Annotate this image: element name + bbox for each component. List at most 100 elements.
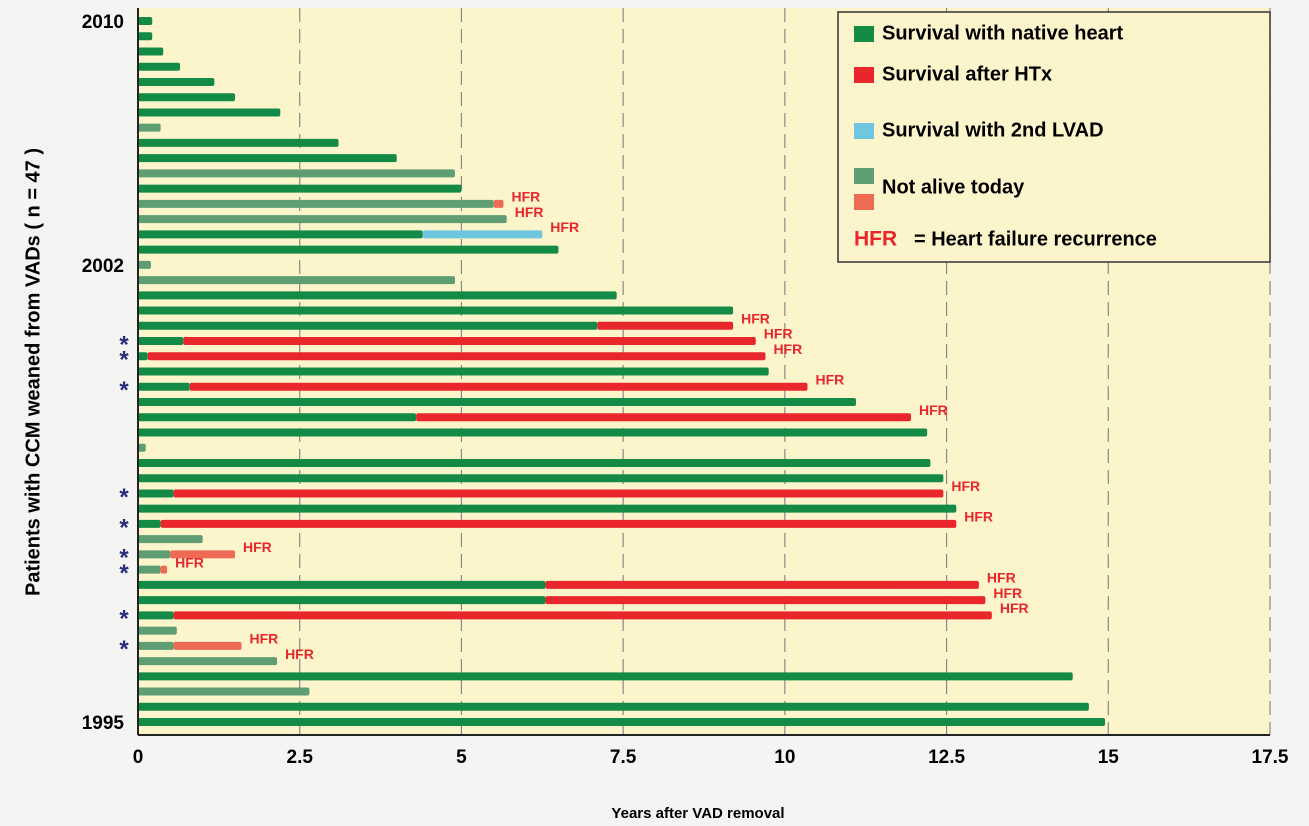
- bar-segment: [138, 519, 161, 528]
- bar-segment: [160, 565, 168, 574]
- bar-segment: [138, 321, 598, 330]
- bar-segment: [138, 215, 507, 224]
- bar-segment: [138, 458, 931, 467]
- bar-segment: [138, 398, 857, 406]
- legend-label: Survival after HTx: [882, 63, 1052, 85]
- legend-swatch: [854, 26, 874, 42]
- x-axis-label: Years after VAD removal: [611, 805, 784, 822]
- bar-segment: [160, 519, 957, 528]
- legend-label: Not alive today: [882, 176, 1025, 198]
- hfr-label: HFR: [764, 326, 793, 342]
- bar-segment: [597, 321, 734, 330]
- legend-label: Survival with 2nd LVAD: [882, 119, 1104, 141]
- bar-segment: [138, 535, 203, 544]
- bar-segment: [138, 93, 236, 102]
- bar-segment: [422, 230, 543, 239]
- hfr-label: HFR: [511, 189, 540, 205]
- x-tick-label: 17.5: [1252, 747, 1289, 768]
- bar-segment: [138, 17, 153, 25]
- bar-segment: [138, 230, 423, 239]
- y-tick-label: 2010: [82, 12, 124, 33]
- bar-segment: [138, 428, 928, 437]
- hfr-label: HFR: [773, 341, 802, 357]
- bar-segment: [173, 489, 944, 498]
- bar-segment: [138, 580, 546, 589]
- bar-segment: [138, 337, 184, 346]
- bar-segment: [138, 443, 146, 452]
- bar-segment: [138, 169, 455, 178]
- bar-segment: [138, 367, 769, 376]
- hfr-label: HFR: [249, 631, 278, 647]
- bar-segment: [493, 199, 504, 208]
- legend-note-text: = Heart failure recurrence: [914, 228, 1157, 250]
- bar-segment: [138, 184, 462, 193]
- bar-segment: [173, 611, 992, 620]
- bar-segment: [138, 47, 164, 56]
- bar-segment: [138, 672, 1073, 681]
- plot: 0 2.5 5 7.5 10 12.5 15 17.52010HFRHFRHFR2002HFR…: [82, 8, 1289, 768]
- y-axis-label: Patients with CCM weaned from VADs ( n =…: [22, 148, 44, 596]
- bar-segment: [138, 550, 171, 559]
- bar-segment: [138, 32, 153, 41]
- bar-segment: [138, 108, 281, 117]
- x-tick-label: 12.5: [928, 747, 965, 768]
- hfr-label: HFR: [285, 646, 314, 662]
- bar-segment: [138, 718, 1106, 727]
- hfr-label: HFR: [919, 402, 948, 418]
- legend-items: Survival with native heart Survival after…: [854, 22, 1157, 251]
- hfr-label: HFR: [243, 539, 272, 555]
- marker: *: [119, 484, 129, 511]
- bar-segment: [138, 596, 546, 605]
- marker: *: [119, 636, 129, 663]
- bar-segment: [183, 337, 756, 346]
- hfr-label: HFR: [987, 570, 1016, 586]
- bar-segment: [138, 306, 734, 315]
- bar-segment: [138, 687, 310, 696]
- bar-segment: [138, 138, 339, 147]
- bar-segment: [138, 504, 957, 513]
- x-tick-label: 10: [774, 747, 795, 768]
- marker: *: [119, 331, 129, 358]
- x-tick-label: 7.5: [610, 747, 637, 768]
- bar-segment: [138, 489, 174, 498]
- hfr-label: HFR: [951, 478, 980, 494]
- marker: *: [119, 606, 129, 633]
- bar-segment: [138, 474, 944, 483]
- hfr-label: HFR: [515, 204, 544, 220]
- hfr-label: HFR: [993, 585, 1022, 601]
- bar-segment: [189, 382, 808, 391]
- hfr-label: HFR: [741, 311, 770, 327]
- bar-segment: [138, 123, 161, 132]
- bar-segment: [138, 77, 215, 86]
- bar-segment: [138, 611, 174, 620]
- bar-segment: [138, 413, 417, 422]
- x-tick-label: 0: [133, 747, 144, 768]
- y-tick-label: 1995: [82, 713, 125, 734]
- hfr-label: HFR: [550, 219, 579, 235]
- bar-segment: [138, 657, 278, 666]
- bar-segment: [545, 596, 986, 605]
- hfr-label: HFR: [1000, 600, 1029, 616]
- bar-segment: [138, 626, 177, 635]
- bar-segment: [138, 641, 174, 650]
- bar-segment: [138, 260, 151, 269]
- bar-segment: [147, 352, 766, 361]
- bar-segment: [545, 580, 979, 589]
- legend: [837, 11, 1271, 263]
- bar-segment: [416, 413, 911, 422]
- legend-note-abbr: HFR: [854, 228, 897, 251]
- bar-segment: [138, 62, 181, 71]
- bar-segment: [138, 199, 494, 208]
- bar-segment: [170, 550, 236, 559]
- bar-segment: [138, 352, 148, 361]
- hfr-label: HFR: [964, 509, 993, 525]
- legend-swatch: [854, 194, 874, 210]
- x-tick-label: 15: [1098, 747, 1120, 768]
- x-tick-label: 5: [456, 747, 467, 768]
- bar-segment: [138, 276, 455, 285]
- legend-swatch: [854, 67, 874, 83]
- hfr-label: HFR: [175, 554, 204, 570]
- bar-segment: [138, 291, 617, 300]
- marker: *: [119, 545, 129, 572]
